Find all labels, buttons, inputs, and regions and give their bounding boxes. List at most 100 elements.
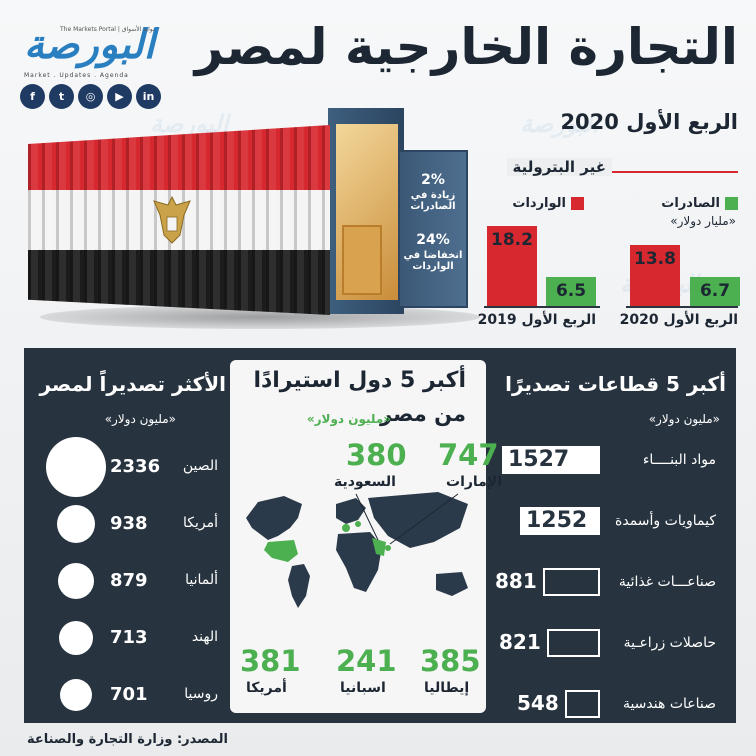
exporter-value: 879 xyxy=(110,570,148,591)
exporter-country: ألمانيا xyxy=(185,572,218,588)
nonoil-title: غير البترولية xyxy=(506,158,612,176)
brand-subline: Market . Updates . Agenda xyxy=(24,72,129,79)
instagram-icon[interactable]: ◎ xyxy=(78,84,103,109)
container-door xyxy=(398,150,468,308)
sector-bar xyxy=(547,629,600,657)
importers-title-line1: أكبر 5 دول استيرادًا xyxy=(253,368,466,393)
brand-logo: البورصة xyxy=(24,22,155,68)
map-italy xyxy=(355,521,361,527)
imports-change-label: انخفاضا في الواردات xyxy=(403,250,463,272)
source-note: المصدر: وزارة التجارة والصناعة xyxy=(26,732,228,747)
exporter-value: 938 xyxy=(110,513,148,534)
exporters-title: الأكثر تصديراً لمصر xyxy=(39,372,226,396)
map-south-america xyxy=(288,564,310,608)
bar-exports-2019 xyxy=(546,277,596,306)
facebook-icon[interactable]: f xyxy=(20,84,45,109)
page-subtitle: الربع الأول 2020 xyxy=(560,110,738,134)
sector-label: حاصلات زراعـية xyxy=(623,635,716,651)
page-title: التجارة الخارجية لمصر xyxy=(194,18,738,76)
nonoil-unit: «مليار دولار» xyxy=(670,214,736,228)
importers-title-line2: من مصر xyxy=(380,402,466,426)
egypt-flag-container xyxy=(28,125,330,315)
pointer-uae xyxy=(389,493,459,545)
value-imports-2020: 13.8 xyxy=(634,249,676,269)
legend-swatch-red xyxy=(571,197,584,210)
bar-imports-2019 xyxy=(487,226,537,306)
importer-country: أمريكا xyxy=(246,680,287,696)
value-exports-2020: 6.7 xyxy=(699,281,731,301)
map-spain xyxy=(342,524,350,532)
sector-bar xyxy=(565,690,600,718)
exporter-country: أمريكا xyxy=(182,515,218,531)
sector-label: صناعات هندسية xyxy=(622,696,716,712)
sector-value: 881 xyxy=(495,569,537,593)
exporter-circle xyxy=(58,563,94,599)
exporter-circle xyxy=(60,679,92,711)
brand-tagline: The Markets Portal | بوابة الأسواق xyxy=(60,26,155,33)
sector-value: 1252 xyxy=(526,508,588,533)
axis-baseline-2020 xyxy=(626,306,738,308)
exporter-country: الصين xyxy=(182,458,218,474)
legend-exports-label: الصادرات xyxy=(661,196,720,211)
legend-exports: الصادرات xyxy=(661,196,738,211)
map-africa xyxy=(336,532,382,592)
importer-country: الإمارات xyxy=(446,474,503,490)
linkedin-icon[interactable]: in xyxy=(136,84,161,109)
exporter-value: 2336 xyxy=(110,456,161,477)
exports-change-value: 2% xyxy=(421,172,445,188)
importer-country: السعودية xyxy=(334,474,396,490)
period-label-2020: الربع الأول 2020 xyxy=(619,312,738,328)
exports-change-label: زيادة في الصادرات xyxy=(410,190,456,212)
sector-label: مواد البنــــاء xyxy=(642,452,716,468)
imports-change-value: 24% xyxy=(416,232,450,248)
bar-exports-2020 xyxy=(690,277,740,306)
map-saudi-arabia xyxy=(372,538,386,556)
importer-country: إيطاليا xyxy=(424,680,470,696)
value-exports-2019: 6.5 xyxy=(555,281,587,301)
axis-baseline-2019 xyxy=(484,306,600,308)
sectors-unit: «مليون دولار» xyxy=(648,412,720,426)
sector-bar xyxy=(543,568,600,596)
importer-country: اسبانيا xyxy=(340,680,386,696)
twitter-icon[interactable]: t xyxy=(49,84,74,109)
world-map xyxy=(246,492,468,608)
sector-label: صناعـــات غذائية xyxy=(618,574,716,590)
importer-value: 385 xyxy=(420,644,481,678)
legend-imports: الواردات xyxy=(512,196,584,211)
pointer-saudi xyxy=(355,493,379,541)
exporter-value: 713 xyxy=(110,627,148,648)
map-asia xyxy=(368,492,468,548)
period-label-2019: الربع الأول 2019 xyxy=(477,312,596,328)
map-europe xyxy=(336,498,366,524)
section-divider xyxy=(510,171,738,173)
importers-unit: «مليون دولار» xyxy=(306,412,391,426)
legend-swatch-green xyxy=(725,197,738,210)
exporters-unit: «مليون دولار» xyxy=(104,412,176,426)
exporter-circle xyxy=(59,621,93,655)
exporter-value: 701 xyxy=(110,684,148,705)
legend-imports-label: الواردات xyxy=(512,196,566,211)
importer-value: 747 xyxy=(438,438,499,472)
exporter-circle xyxy=(46,437,106,497)
bar-imports-2020 xyxy=(630,245,680,306)
eagle-emblem-icon xyxy=(153,195,191,244)
exporter-country: روسيا xyxy=(184,686,218,702)
sectors-title: أكبر 5 قطاعات تصديرًا xyxy=(505,372,726,396)
sector-value: 821 xyxy=(499,630,541,654)
importer-value: 241 xyxy=(336,644,397,678)
map-uae xyxy=(385,545,391,551)
map-usa xyxy=(264,540,298,562)
map-pointers xyxy=(355,493,459,545)
cargo-crate xyxy=(342,225,382,295)
youtube-icon[interactable]: ▶ xyxy=(107,84,132,109)
importer-value: 381 xyxy=(240,644,301,678)
value-imports-2019: 18.2 xyxy=(491,230,533,250)
sector-label: كيماويات وأسمدة xyxy=(615,513,716,529)
exporter-country: الهند xyxy=(191,629,218,645)
exporter-circle xyxy=(57,505,95,543)
sector-bar xyxy=(520,507,600,535)
logo-watermark: البورصة xyxy=(520,110,599,138)
sector-value: 1527 xyxy=(508,447,570,472)
map-north-america xyxy=(246,496,302,540)
importer-value: 380 xyxy=(346,438,407,472)
